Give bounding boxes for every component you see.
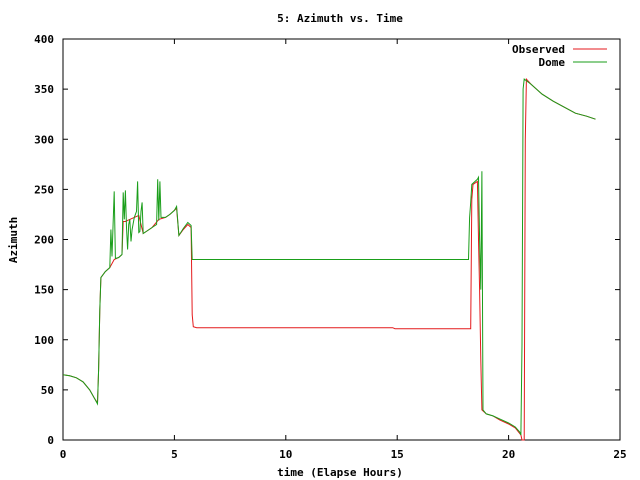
x-axis-label: time (Elapse Hours) bbox=[277, 466, 403, 479]
y-axis-label: Azimuth bbox=[7, 217, 20, 263]
y-tick-label: 250 bbox=[34, 183, 54, 196]
y-tick-label: 0 bbox=[47, 434, 54, 447]
y-tick-label: 50 bbox=[41, 384, 54, 397]
x-tick-label: 25 bbox=[613, 448, 626, 461]
legend-label-observed: Observed bbox=[512, 43, 565, 56]
series-line-dome bbox=[62, 78, 596, 436]
x-tick-label: 20 bbox=[502, 448, 515, 461]
x-tick-label: 10 bbox=[279, 448, 292, 461]
y-tick-label: 350 bbox=[34, 83, 54, 96]
y-tick-label: 400 bbox=[34, 33, 54, 46]
chart-title: 5: Azimuth vs. Time bbox=[277, 12, 403, 25]
y-tick-label: 200 bbox=[34, 234, 54, 247]
x-tick-label: 15 bbox=[391, 448, 404, 461]
y-tick-label: 100 bbox=[34, 334, 54, 347]
y-tick-label: 300 bbox=[34, 133, 54, 146]
plot-border bbox=[62, 38, 621, 441]
y-tick-label: 150 bbox=[34, 284, 54, 297]
legend-label-dome: Dome bbox=[539, 56, 566, 69]
x-tick-label: 5 bbox=[171, 448, 178, 461]
series-lines bbox=[62, 77, 596, 441]
x-tick-label: 0 bbox=[60, 448, 67, 461]
